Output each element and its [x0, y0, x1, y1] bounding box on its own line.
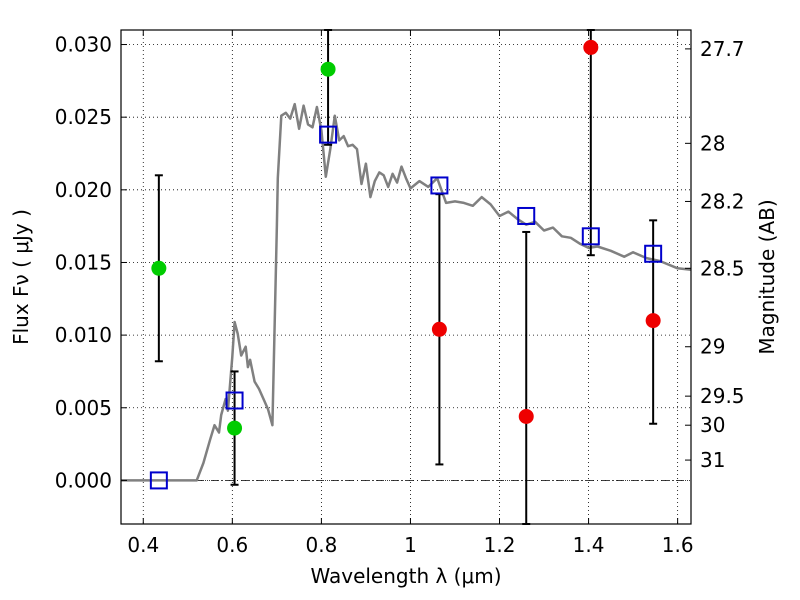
template-line — [121, 102, 692, 482]
x-tick-label: 0.4 — [127, 533, 159, 557]
y-right-tick-label: 29.5 — [700, 384, 745, 408]
model-square — [225, 391, 244, 410]
x-tick-label: 1.4 — [573, 533, 605, 557]
axis-ticks: 0.4 0.6 0.8 1 1.2 1.4 1.6 0.000 0.005 0.010 0.015 0… — [55, 30, 745, 557]
y-right-tick-label: 29 — [700, 335, 725, 359]
model-square — [149, 471, 168, 490]
y-right-tick-label: 28.2 — [700, 189, 745, 213]
y-tick-label: 0.005 — [55, 396, 112, 420]
model-square — [644, 244, 663, 263]
x-tick-label: 1.6 — [662, 533, 694, 557]
data-markers — [151, 39, 661, 436]
y-tick-label: 0.010 — [55, 323, 112, 347]
y-axis-label: Flux Fν ( μJy ) — [9, 209, 33, 345]
grid-lines — [121, 30, 691, 524]
model-square — [581, 227, 600, 246]
x-axis-label: Wavelength λ (μm) — [310, 564, 501, 588]
y-axis-right-label: Magnitude (AB) — [755, 199, 779, 354]
green-data-point — [227, 420, 243, 436]
template-spectrum — [121, 102, 692, 482]
y-right-tick-label: 28.5 — [700, 256, 745, 280]
x-tick-label: 0.8 — [305, 533, 337, 557]
y-right-tick-label: 27.7 — [700, 37, 745, 61]
y-tick-label: 0.025 — [55, 105, 112, 129]
red-data-point — [431, 321, 447, 337]
y-right-tick-label: 30 — [700, 413, 725, 437]
y-tick-label: 0.000 — [55, 468, 112, 492]
green-data-point — [151, 260, 167, 276]
x-tick-label: 1 — [404, 533, 417, 557]
y-tick-label: 0.030 — [55, 33, 112, 57]
y-right-tick-label: 28 — [700, 131, 725, 155]
y-right-tick-label: 31 — [700, 448, 725, 472]
model-markers — [149, 125, 663, 490]
model-square — [319, 125, 338, 144]
green-data-point — [320, 61, 336, 77]
plot-frame — [120, 29, 692, 525]
model-square — [517, 206, 536, 225]
y-tick-label: 0.020 — [55, 178, 112, 202]
error-bars — [154, 29, 658, 525]
red-data-point — [518, 408, 534, 424]
x-tick-label: 0.6 — [216, 533, 248, 557]
y-tick-label: 0.015 — [55, 250, 112, 274]
red-data-point — [583, 39, 599, 55]
x-tick-label: 1.2 — [484, 533, 516, 557]
model-square — [430, 176, 449, 195]
red-data-point — [645, 313, 661, 329]
